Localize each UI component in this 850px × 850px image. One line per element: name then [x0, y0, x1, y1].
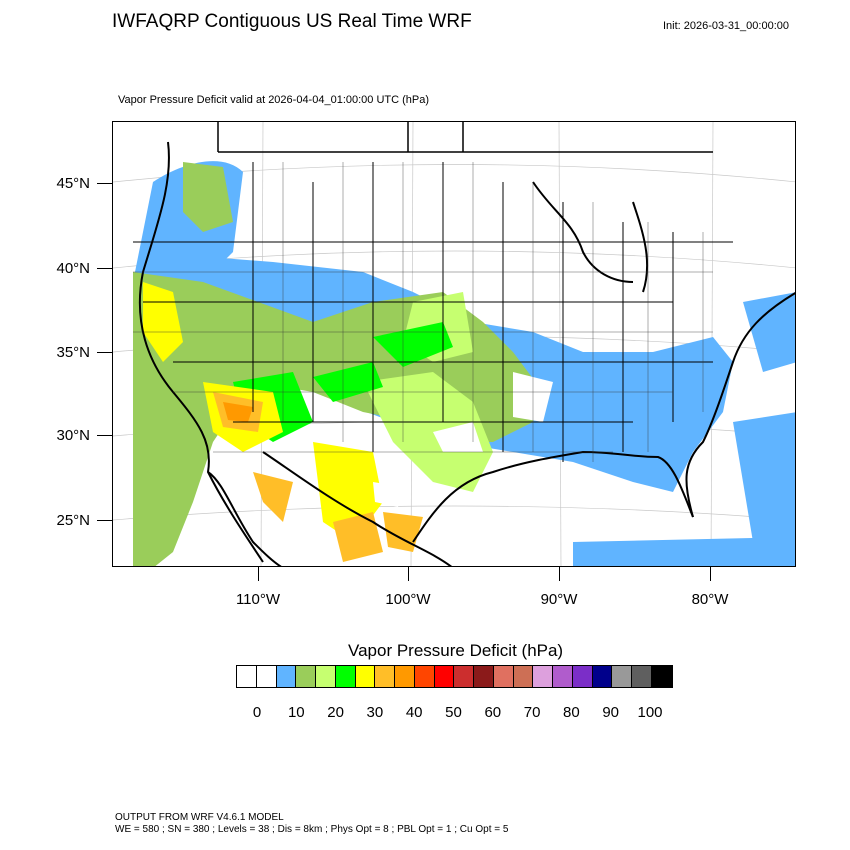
- colorbar-box: [296, 666, 316, 687]
- colorbar-box: [414, 666, 435, 687]
- lat-tick: [97, 435, 112, 436]
- colorbar: [236, 665, 673, 688]
- colorbar-box: [375, 666, 395, 687]
- lat-label-45n: 45°N: [56, 175, 90, 192]
- lat-label-35n: 35°N: [56, 344, 90, 361]
- init-time: Init: 2026-03-31_00:00:00: [663, 20, 789, 32]
- colorbar-box: [632, 666, 652, 687]
- colorbar-tick-label: 0: [252, 704, 262, 721]
- lat-label-30n: 30°N: [56, 427, 90, 444]
- colorbar-box: [256, 666, 277, 687]
- colorbar-tick-label: 20: [327, 704, 344, 721]
- footer-model: OUTPUT FROM WRF V4.6.1 MODEL: [115, 812, 284, 823]
- colorbar-box: [434, 666, 455, 687]
- colorbar-tick-label: 30: [366, 704, 384, 721]
- colorbar-title: Vapor Pressure Deficit (hPa): [348, 641, 564, 660]
- colorbar-box: [533, 666, 553, 687]
- colorbar-tick-label: 40: [405, 704, 423, 721]
- lat-tick: [97, 268, 112, 269]
- lon-label-80w: 80°W: [691, 591, 729, 608]
- lon-tick: [559, 567, 560, 581]
- plot-subtitle: Vapor Pressure Deficit valid at 2026-04-…: [118, 94, 430, 106]
- page-title: IWFAQRP Contiguous US Real Time WRF: [112, 11, 472, 32]
- colorbar-box: [553, 666, 573, 687]
- lat-label-25n: 25°N: [56, 512, 90, 529]
- boundaries: [133, 122, 795, 566]
- lat-tick: [97, 183, 112, 184]
- colorbar-box: [651, 666, 672, 687]
- lat-label-40n: 40°N: [56, 260, 90, 277]
- colorbar-box: [612, 666, 632, 687]
- map-panel: [112, 121, 796, 567]
- colorbar-box: [395, 666, 415, 687]
- colorbar-tick-label: 100: [637, 704, 663, 721]
- lon-tick: [710, 567, 711, 581]
- lon-label-90w: 90°W: [540, 591, 578, 608]
- colorbar-box: [592, 666, 613, 687]
- colorbar-box: [355, 666, 376, 687]
- colorbar-box: [316, 666, 336, 687]
- colorbar-box: [276, 666, 297, 687]
- colorbar-box: [237, 666, 257, 687]
- colorbar-tick-label: 50: [445, 704, 462, 721]
- colorbar-tick-label: 60: [484, 704, 502, 721]
- footer-config: WE = 580 ; SN = 380 ; Levels = 38 ; Dis …: [115, 824, 509, 835]
- colorbar-box: [335, 666, 356, 687]
- colorbar-tick-label: 70: [523, 704, 541, 721]
- colorbar-box: [454, 666, 474, 687]
- colorbar-box: [493, 666, 514, 687]
- lon-label-100w: 100°W: [385, 591, 431, 608]
- lon-tick: [408, 567, 409, 581]
- colorbar-tick-label: 10: [287, 704, 305, 721]
- lon-label-110w: 110°W: [235, 591, 281, 608]
- colorbar-tick-label: 90: [602, 704, 620, 721]
- colorbar-tick-label: 80: [563, 704, 580, 721]
- lat-tick: [97, 352, 112, 353]
- map-canvas: [113, 122, 795, 566]
- lon-tick: [258, 567, 259, 581]
- colorbar-box: [572, 666, 593, 687]
- colorbar-box: [513, 666, 534, 687]
- colorbar-box: [474, 666, 494, 687]
- lat-tick: [97, 520, 112, 521]
